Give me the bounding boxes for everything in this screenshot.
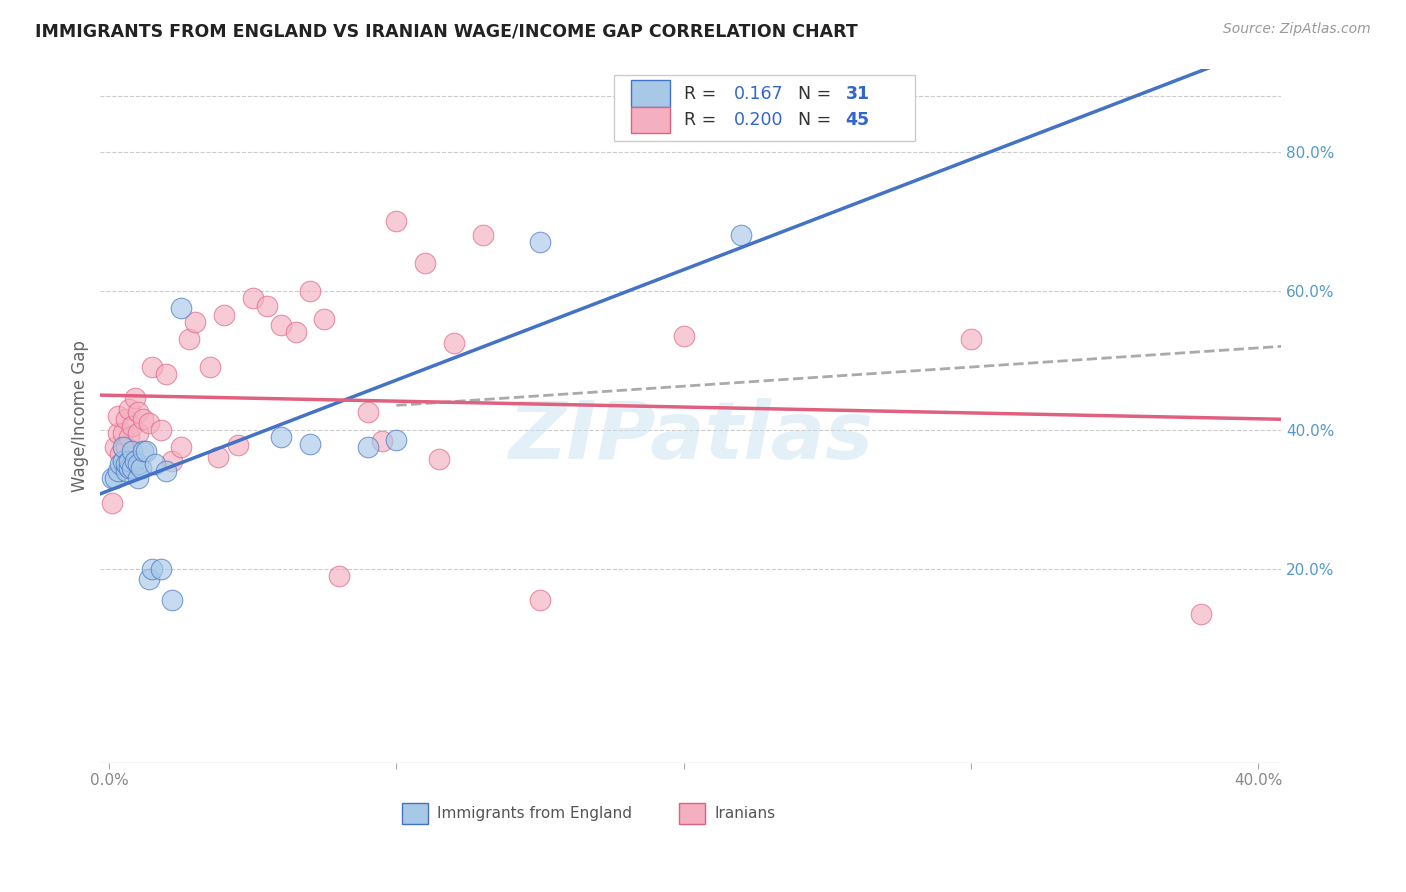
Point <box>141 561 163 575</box>
Point <box>529 235 551 249</box>
Point <box>129 461 152 475</box>
Point <box>184 315 207 329</box>
Point <box>413 256 436 270</box>
Point <box>242 291 264 305</box>
Point <box>299 284 322 298</box>
Point <box>110 458 132 472</box>
Point <box>356 440 378 454</box>
Point <box>141 360 163 375</box>
Point <box>314 311 336 326</box>
Point <box>127 426 149 441</box>
Point <box>127 471 149 485</box>
Point <box>371 434 394 449</box>
Text: R =: R = <box>683 111 721 129</box>
FancyBboxPatch shape <box>631 80 669 107</box>
Point <box>104 440 127 454</box>
Point <box>138 572 160 586</box>
Point <box>960 332 983 346</box>
Point <box>270 429 292 443</box>
Point <box>226 438 249 452</box>
FancyBboxPatch shape <box>614 75 915 142</box>
Point <box>112 454 135 468</box>
Point <box>198 360 221 375</box>
Point <box>115 412 138 426</box>
Point <box>138 416 160 430</box>
Point <box>328 568 350 582</box>
Text: ZIPatlas: ZIPatlas <box>509 398 873 475</box>
Text: Immigrants from England: Immigrants from England <box>437 806 631 822</box>
Point <box>149 423 172 437</box>
Point <box>135 443 157 458</box>
Point <box>672 329 695 343</box>
Point <box>121 461 143 475</box>
Point <box>1189 607 1212 621</box>
Point <box>127 405 149 419</box>
Point <box>118 454 141 468</box>
Point <box>115 440 138 454</box>
Point <box>155 367 177 381</box>
Point <box>124 392 146 406</box>
Point <box>356 405 378 419</box>
Point <box>443 335 465 350</box>
Point <box>212 308 235 322</box>
FancyBboxPatch shape <box>402 804 427 824</box>
Text: 45: 45 <box>845 111 870 129</box>
Point <box>299 436 322 450</box>
Point <box>127 458 149 472</box>
Text: N =: N = <box>799 111 837 129</box>
Point <box>132 412 155 426</box>
Point <box>118 461 141 475</box>
Point <box>101 495 124 509</box>
Point <box>115 464 138 478</box>
Point <box>118 401 141 416</box>
Text: Source: ZipAtlas.com: Source: ZipAtlas.com <box>1223 22 1371 37</box>
Point <box>112 440 135 454</box>
Point <box>101 471 124 485</box>
Text: N =: N = <box>799 85 837 103</box>
Point <box>143 458 166 472</box>
Point <box>110 447 132 461</box>
Point <box>160 454 183 468</box>
Y-axis label: Wage/Income Gap: Wage/Income Gap <box>72 340 89 491</box>
Point <box>121 443 143 458</box>
Point <box>170 301 193 315</box>
Text: R =: R = <box>683 85 721 103</box>
Text: Iranians: Iranians <box>714 806 776 822</box>
Point <box>160 592 183 607</box>
Point <box>121 419 143 434</box>
Point <box>104 471 127 485</box>
Point <box>385 214 408 228</box>
Point <box>124 454 146 468</box>
Point <box>170 440 193 454</box>
Point <box>149 561 172 575</box>
Point <box>429 451 451 466</box>
Text: IMMIGRANTS FROM ENGLAND VS IRANIAN WAGE/INCOME GAP CORRELATION CHART: IMMIGRANTS FROM ENGLAND VS IRANIAN WAGE/… <box>35 22 858 40</box>
Point <box>155 464 177 478</box>
Point <box>471 228 494 243</box>
Text: 31: 31 <box>845 85 870 103</box>
FancyBboxPatch shape <box>631 107 669 133</box>
Point <box>112 426 135 441</box>
Text: 0.200: 0.200 <box>734 111 783 129</box>
Point <box>529 592 551 607</box>
Point <box>115 458 138 472</box>
Point <box>270 318 292 333</box>
Point <box>179 332 201 346</box>
Point <box>132 443 155 458</box>
Point <box>107 409 129 423</box>
Point <box>107 464 129 478</box>
Point <box>118 429 141 443</box>
Point <box>284 326 307 340</box>
Point <box>207 450 229 465</box>
Point <box>385 433 408 447</box>
Point <box>730 228 752 243</box>
FancyBboxPatch shape <box>679 804 704 824</box>
Point <box>256 299 278 313</box>
Point <box>107 426 129 441</box>
Text: 0.167: 0.167 <box>734 85 783 103</box>
